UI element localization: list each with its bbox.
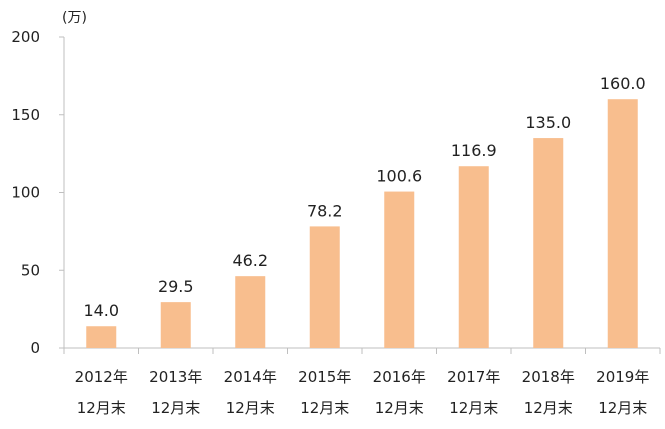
x-category-label: 2012年 (75, 368, 128, 386)
y-tick-label: 50 (21, 261, 40, 279)
x-category-label: 12月末 (375, 399, 424, 417)
bar (309, 226, 340, 348)
category-labels: 2012年 12月末 2013年 12月末 2014年 12月末 2015年 12月末 2016… (75, 368, 650, 417)
x-category-label: 2014年 (224, 368, 277, 386)
y-tick-label: 150 (11, 106, 40, 124)
x-category-label: 2018年 (522, 368, 575, 386)
x-axis (63, 347, 661, 354)
bar (458, 166, 489, 348)
y-tick-label: 200 (11, 28, 40, 46)
x-category-label: 12月末 (300, 399, 349, 417)
bar (235, 276, 266, 348)
y-axis: 0 50 100 150 200 (11, 28, 65, 357)
x-category-label: 2017年 (447, 368, 500, 386)
x-category-label: 12月末 (226, 399, 275, 417)
data-label: 78.2 (307, 201, 343, 220)
data-label: 100.6 (376, 167, 422, 186)
x-category-label: 2016年 (373, 368, 426, 386)
x-category-label: 12月末 (598, 399, 647, 417)
x-category-label: 12月末 (524, 399, 573, 417)
bar (384, 191, 415, 348)
x-category-label: 2015年 (298, 368, 351, 386)
data-label: 29.5 (158, 277, 194, 296)
data-label: 135.0 (525, 113, 571, 132)
data-label: 14.0 (83, 301, 119, 320)
bar (160, 302, 191, 348)
x-category-label: 2019年 (596, 368, 649, 386)
x-category-label: 12月末 (77, 399, 126, 417)
data-label: 160.0 (600, 74, 646, 93)
y-tick-label: 0 (30, 339, 40, 357)
bars (86, 99, 638, 348)
y-axis-unit-label: (万) (62, 10, 87, 26)
x-category-label: 12月末 (151, 399, 200, 417)
bar (533, 138, 564, 348)
data-label: 116.9 (451, 141, 497, 160)
data-labels: 14.0 29.5 46.2 78.2 100.6 116.9 135.0 160.0 (83, 74, 645, 320)
y-tick-label: 100 (11, 184, 40, 202)
data-label: 46.2 (232, 251, 268, 270)
bar (86, 326, 117, 348)
bar (607, 99, 638, 348)
x-category-label: 2013年 (149, 368, 202, 386)
x-category-label: 12月末 (449, 399, 498, 417)
